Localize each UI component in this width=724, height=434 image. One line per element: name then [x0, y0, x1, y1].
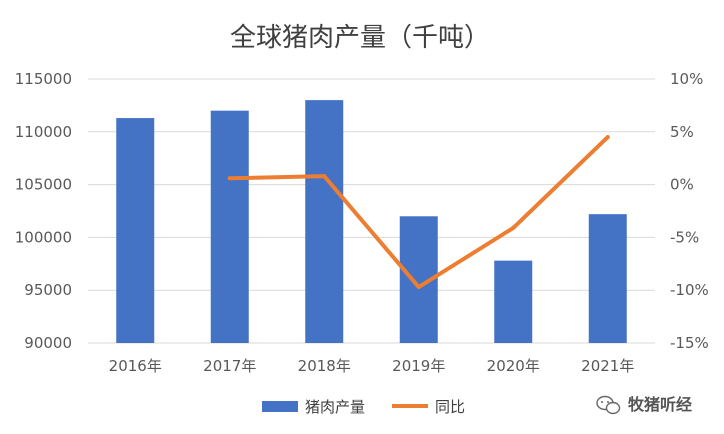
- legend-item-bar: 猪肉产量: [262, 398, 365, 416]
- bar: [210, 110, 249, 344]
- x-tick-label: 2019年: [392, 357, 445, 375]
- y2-tick-label: -15%: [670, 334, 709, 352]
- y2-tick-label: 0%: [670, 176, 694, 194]
- bar: [588, 214, 627, 343]
- y-tick-label: 110000: [15, 123, 72, 141]
- line-point: [227, 176, 232, 181]
- x-tick-label: 2018年: [298, 357, 351, 375]
- right-axis-ticks: -15% -10% -5% 0% 5% 10%: [670, 70, 709, 352]
- y-tick-label: 95000: [24, 281, 72, 299]
- line-point: [605, 135, 610, 140]
- legend-bar-swatch: [262, 401, 298, 412]
- y-tick-label: 115000: [15, 70, 72, 88]
- legend-line-label: 同比: [435, 398, 465, 416]
- bar: [494, 260, 533, 343]
- legend-item-line: 同比: [392, 398, 465, 416]
- x-tick-label: 2017年: [203, 357, 256, 375]
- y2-tick-label: 5%: [670, 123, 694, 141]
- watermark: 牧猪听经: [596, 395, 692, 415]
- line-point: [416, 285, 421, 290]
- line-series: [227, 135, 610, 290]
- chart-title: 全球猪肉产量（千吨）: [230, 23, 490, 53]
- bar: [305, 100, 344, 344]
- bar-series: [116, 100, 627, 344]
- y-tick-label: 105000: [15, 176, 72, 194]
- x-tick-label: 2021年: [581, 357, 634, 375]
- x-axis-ticks: 2016年 2017年 2018年 2019年 2020年 2021年: [109, 357, 635, 375]
- y2-tick-label: 10%: [670, 70, 703, 88]
- y-tick-label: 100000: [15, 228, 72, 246]
- y-tick-label: 90000: [24, 334, 72, 352]
- legend-bar-label: 猪肉产量: [305, 398, 365, 416]
- legend: 猪肉产量 同比: [262, 398, 465, 416]
- y2-tick-label: -5%: [670, 228, 699, 246]
- x-tick-label: 2020年: [487, 357, 540, 375]
- left-axis-ticks: 90000 95000 100000 105000 110000 115000: [15, 70, 72, 352]
- wechat-icon: [596, 395, 621, 415]
- line-point: [511, 225, 516, 230]
- bar: [116, 118, 155, 344]
- line-point: [322, 174, 327, 179]
- x-tick-label: 2016年: [109, 357, 162, 375]
- watermark-text: 牧猪听经: [628, 395, 692, 414]
- gridlines: [88, 78, 655, 344]
- y2-tick-label: -10%: [670, 281, 709, 299]
